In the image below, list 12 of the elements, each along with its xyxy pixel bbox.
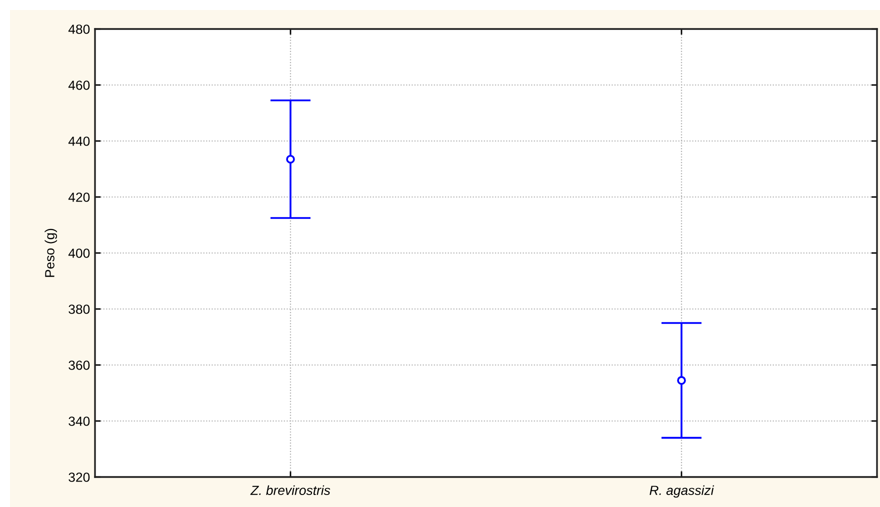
y-tick-label: 460 — [68, 80, 90, 90]
y-tick-label: 400 — [68, 248, 90, 258]
y-axis-title: Peso (g) — [44, 228, 58, 277]
y-tick-label: 420 — [68, 192, 90, 202]
y-tick-label: 320 — [68, 472, 90, 482]
x-tick-label: Z. brevirostris — [250, 485, 330, 496]
y-tick-label: 440 — [68, 136, 90, 146]
y-tick-label: 480 — [68, 24, 90, 34]
y-tick-label: 360 — [68, 360, 90, 370]
y-tick-label: 340 — [68, 416, 90, 426]
x-tick-label: R. agassizi — [650, 485, 714, 498]
y-tick-label: 380 — [68, 304, 90, 314]
